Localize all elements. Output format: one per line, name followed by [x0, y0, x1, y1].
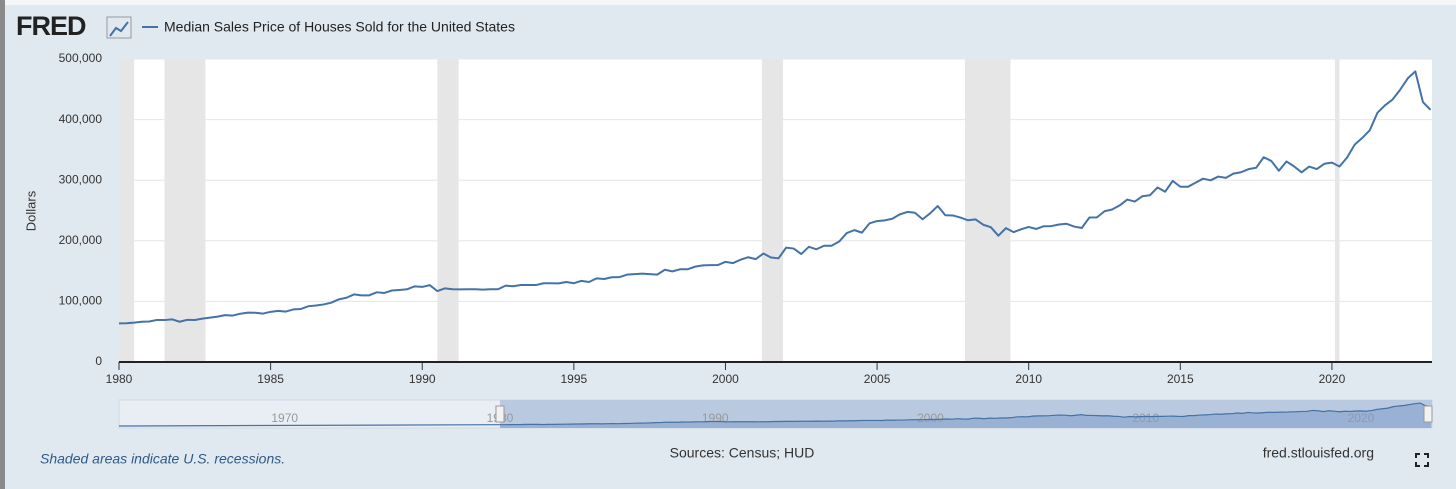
recession-band — [965, 59, 1011, 362]
top-strip — [5, 0, 1456, 5]
logo-icon — [109, 21, 129, 37]
navigator-tick-label: 1970 — [271, 411, 298, 425]
recession-note: Shaded areas indicate U.S. recessions. — [40, 451, 285, 467]
x-tick-label: 1995 — [560, 372, 587, 386]
recession-band — [119, 59, 135, 362]
y-tick-label: 0 — [95, 354, 102, 368]
series-line — [118, 70, 1432, 325]
y-axis-label: Dollars — [23, 190, 38, 231]
x-tick-label: 1985 — [257, 372, 284, 386]
x-tick-label: 2000 — [712, 372, 739, 386]
fullscreen-button[interactable] — [1415, 453, 1429, 467]
recession-band — [761, 59, 784, 362]
x-tick-label: 1990 — [409, 372, 436, 386]
x-tick-label: 2015 — [1167, 372, 1194, 386]
left-edge — [0, 0, 5, 489]
navigator-pre-line — [118, 424, 500, 427]
x-tick-label: 2010 — [1015, 372, 1042, 386]
legend-label: Median Sales Price of Houses Sold for th… — [164, 19, 515, 35]
site: fred.stlouisfed.org — [1263, 445, 1374, 461]
y-tick-label: 100,000 — [59, 294, 103, 308]
y-tick-label: 500,000 — [59, 51, 103, 65]
navigator-line — [499, 402, 1431, 426]
recession-band — [1334, 59, 1340, 362]
x-tick-label: 1980 — [106, 372, 133, 386]
x-tick-label: 2005 — [864, 372, 891, 386]
source: Sources: Census; HUD — [670, 445, 815, 461]
navigator-handle[interactable] — [495, 405, 505, 423]
logo: FRED — [16, 11, 86, 41]
logo-frame — [106, 16, 132, 39]
y-tick-label: 200,000 — [59, 233, 103, 247]
x-tick-label: 2020 — [1319, 372, 1346, 386]
recession-band — [437, 59, 459, 362]
recession-band — [164, 59, 206, 362]
y-tick-label: 300,000 — [59, 172, 103, 186]
y-tick-label: 400,000 — [59, 112, 103, 126]
navigator-handle[interactable] — [1423, 405, 1433, 423]
